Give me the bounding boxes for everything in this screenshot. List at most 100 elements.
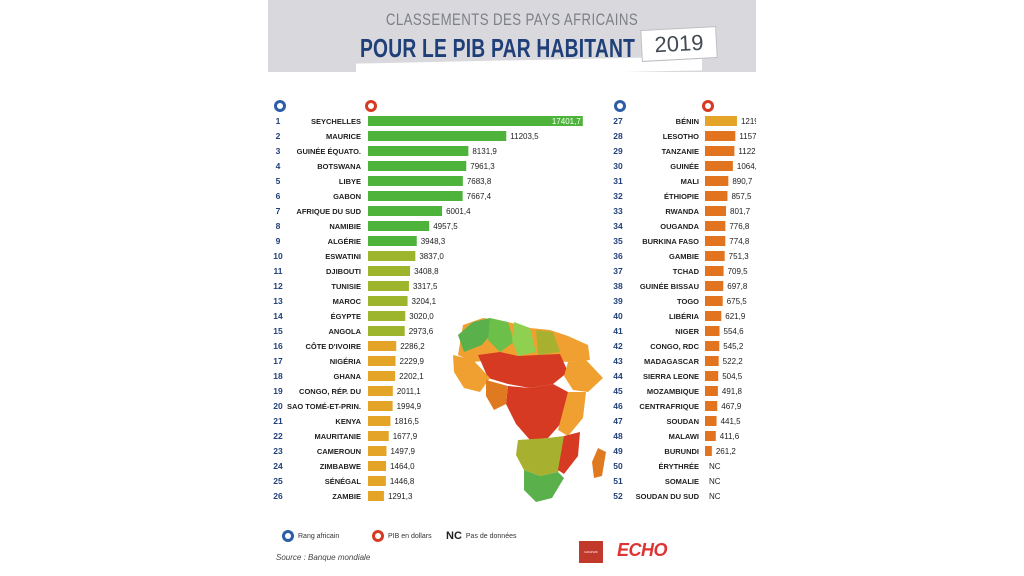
- map-region-madagascar: [592, 448, 606, 478]
- value-label: 441,5: [721, 417, 742, 426]
- rank-label: 37: [613, 266, 623, 276]
- value-label: 1446,8: [390, 477, 415, 486]
- infographic-poster: CLASSEMENTS DES PAYS AFRICAINS POUR LE P…: [268, 0, 756, 576]
- legend-nc-mark: NC: [446, 530, 462, 542]
- rank-label: 42: [613, 341, 623, 351]
- value-label: NC: [709, 492, 721, 501]
- value-label: 2202,1: [399, 372, 424, 381]
- rank-label: 12: [273, 281, 283, 291]
- rank-label: 35: [613, 236, 623, 246]
- dollar-icon-legend: [372, 530, 384, 542]
- country-label: BURKINA FASO: [642, 237, 699, 246]
- country-label: SOMALIE: [665, 477, 699, 486]
- rank-label: 50: [613, 461, 623, 471]
- bar: [705, 116, 737, 126]
- value-label: 545,2: [723, 342, 744, 351]
- value-label: 491,8: [722, 387, 743, 396]
- rank-label: 5: [276, 176, 281, 186]
- country-label: AFRIQUE DU SUD: [296, 207, 361, 216]
- bar: [368, 461, 387, 471]
- rank-label: 38: [613, 281, 623, 291]
- bar: [705, 416, 717, 426]
- rank-label: 21: [273, 416, 283, 426]
- bar: [368, 146, 469, 156]
- bar: [368, 176, 463, 186]
- rank-label: 34: [613, 221, 623, 231]
- bar: [705, 386, 718, 396]
- rank-label: 9: [276, 236, 281, 246]
- map-region-north-center: [488, 318, 514, 352]
- legend-gdp-label: PIB en dollars: [388, 532, 432, 540]
- country-label: RWANDA: [665, 207, 699, 216]
- country-label: OUGANDA: [660, 222, 699, 231]
- rank-label: 30: [613, 161, 623, 171]
- bar: [368, 401, 393, 411]
- bar: [368, 431, 389, 441]
- rank-star-icon-legend: [282, 530, 294, 542]
- value-label: 675,5: [727, 297, 748, 306]
- graphik-logo: GRAPHIK: [579, 541, 603, 563]
- rank-label: 20: [273, 401, 283, 411]
- country-label: SIERRA LEONE: [643, 372, 699, 381]
- country-label: CONGO, RÉP. DU: [299, 387, 361, 396]
- rank-label: 43: [613, 356, 623, 366]
- rank-label: 4: [276, 161, 281, 171]
- value-label: 1497,9: [390, 447, 415, 456]
- bar: [705, 221, 726, 231]
- value-label: 1994,9: [397, 402, 422, 411]
- bar: [705, 206, 727, 216]
- value-label: 3837,0: [419, 252, 444, 261]
- bar: [705, 446, 712, 456]
- rank-label: 13: [273, 296, 283, 306]
- bar: [368, 446, 387, 456]
- dollar-icon-right: [702, 100, 714, 112]
- bar: [705, 401, 718, 411]
- rank-label: 47: [613, 416, 623, 426]
- country-label: MAROC: [333, 297, 362, 306]
- bar: [368, 356, 396, 366]
- value-label: 17401,7: [552, 117, 581, 126]
- value-label: 621,9: [725, 312, 746, 321]
- value-label: 3020,0: [409, 312, 434, 321]
- country-label: ESWATINI: [325, 252, 361, 261]
- rank-label: 39: [613, 296, 623, 306]
- bar: [705, 266, 724, 276]
- bar: [368, 221, 430, 231]
- bar: [368, 386, 393, 396]
- bar: [705, 356, 719, 366]
- value-label: 7667,4: [467, 192, 492, 201]
- bar: [705, 341, 720, 351]
- country-label: NIGÉRIA: [330, 357, 362, 366]
- bar: [368, 236, 417, 246]
- country-label: TANZANIE: [662, 147, 699, 156]
- bar: [705, 161, 733, 171]
- value-label: 522,2: [723, 357, 744, 366]
- country-label: BURUNDI: [664, 447, 699, 456]
- country-label: ZAMBIE: [332, 492, 361, 501]
- rank-label: 16: [273, 341, 283, 351]
- map-region-west: [453, 355, 490, 392]
- bar: [368, 191, 463, 201]
- value-label: 3204,1: [412, 297, 437, 306]
- rank-label: 8: [276, 221, 281, 231]
- bar: [368, 491, 384, 501]
- country-label: ÉTHIOPIE: [664, 192, 699, 201]
- country-label: ANGOLA: [329, 327, 362, 336]
- bar: [368, 206, 443, 216]
- value-label: 1064,1: [737, 162, 756, 171]
- value-label: 2229,9: [400, 357, 425, 366]
- rank-label: 22: [273, 431, 283, 441]
- country-label: BÉNIN: [676, 117, 699, 126]
- rank-label: 2: [276, 131, 281, 141]
- map-region-southeast: [558, 432, 580, 474]
- rank-label: 17: [273, 356, 283, 366]
- bar: [705, 326, 720, 336]
- value-label: 751,3: [729, 252, 750, 261]
- value-label: 2973,6: [409, 327, 434, 336]
- country-label: DJIBOUTI: [326, 267, 361, 276]
- value-label: 776,8: [729, 222, 750, 231]
- country-label: SOUDAN DU SUD: [636, 492, 700, 501]
- rank-label: 28: [613, 131, 623, 141]
- bar: [705, 131, 736, 141]
- chart-subtitle: CLASSEMENTS DES PAYS AFRICAINS: [385, 10, 639, 29]
